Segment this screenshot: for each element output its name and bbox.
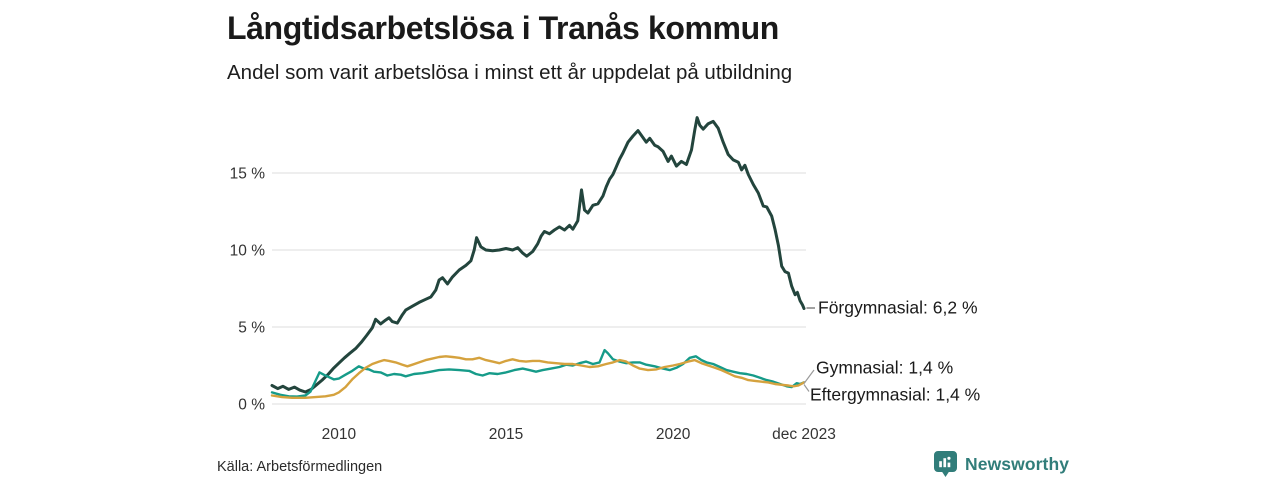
page-title: Långtidsarbetslösa i Tranås kommun <box>227 10 779 46</box>
y-tick-label: 5 % <box>238 320 265 337</box>
series-label-eftergymnasial: Eftergymnasial: 1,4 % <box>810 384 981 405</box>
series-line-forgymnasial <box>270 116 806 394</box>
newsworthy-logo-icon <box>934 451 957 477</box>
page-subtitle: Andel som varit arbetslösa i minst ett å… <box>227 61 793 84</box>
source-note: Källa: Arbetsförmedlingen <box>217 459 383 475</box>
newsworthy-brand[interactable]: Newsworthy <box>934 451 1069 477</box>
y-tick-label: 10 % <box>230 243 266 260</box>
x-tick-label: 2020 <box>656 426 691 443</box>
series-line-gymnasial <box>270 348 806 398</box>
annotation-connector-gymnasial-eftergymnasial <box>803 369 815 392</box>
x-tick-label: 2015 <box>489 426 523 443</box>
series-label-forgymnasial: Förgymnasial: 6,2 % <box>818 297 978 318</box>
x-tick-label: dec 2023 <box>772 426 836 443</box>
y-tick-label: 15 % <box>230 166 266 183</box>
newsworthy-wordmark: Newsworthy <box>965 453 1070 474</box>
series-line-eftergymnasial <box>270 355 806 399</box>
x-tick-label: 2010 <box>322 426 357 443</box>
series-label-gymnasial: Gymnasial: 1,4 % <box>816 357 954 378</box>
y-tick-label: 0 % <box>238 397 265 414</box>
